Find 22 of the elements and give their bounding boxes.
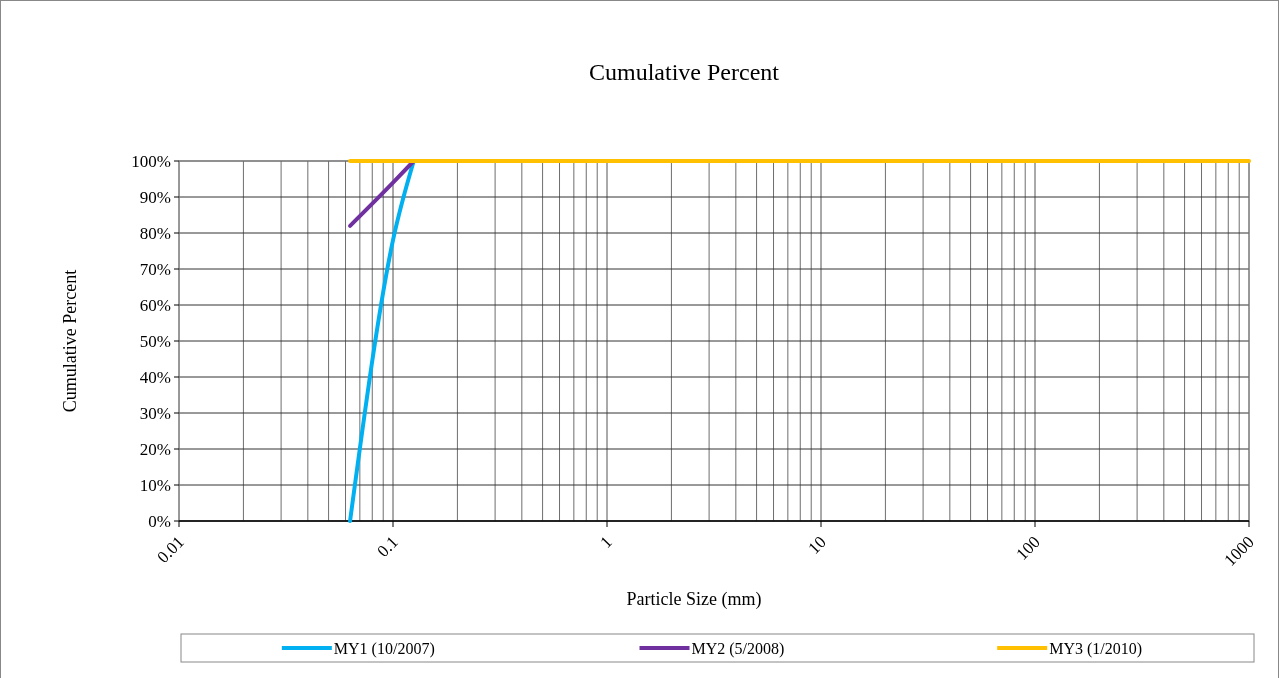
y-tick-label: 0%	[148, 511, 171, 531]
y-tick-label: 10%	[139, 475, 171, 495]
x-tick-label: 100	[1012, 532, 1044, 564]
x-tick-label: 0.1	[373, 532, 402, 561]
legend-label: MY1 (10/2007)	[333, 639, 435, 658]
y-tick-label: 80%	[139, 223, 171, 243]
x-tick-label: 10	[804, 532, 830, 558]
chart-title: Cumulative Percent	[589, 59, 780, 85]
y-tick-label: 30%	[139, 403, 171, 423]
y-tick-label: 40%	[139, 367, 171, 387]
y-tick-label: 60%	[139, 295, 171, 315]
y-tick-label: 70%	[139, 259, 171, 279]
y-tick-label: 90%	[139, 187, 171, 207]
x-tick-label: 1	[596, 532, 616, 552]
x-axis-title: Particle Size (mm)	[626, 589, 762, 610]
y-tick-label: 50%	[139, 331, 171, 351]
legend-label: MY2 (5/2008)	[691, 639, 785, 658]
x-tick-label: 0.01	[153, 532, 188, 567]
y-tick-label: 20%	[139, 439, 171, 459]
legend-label: MY3 (1/2010)	[1049, 639, 1143, 658]
y-tick-label: 100%	[131, 151, 171, 171]
y-axis-title: Cumulative Percent	[60, 269, 80, 413]
